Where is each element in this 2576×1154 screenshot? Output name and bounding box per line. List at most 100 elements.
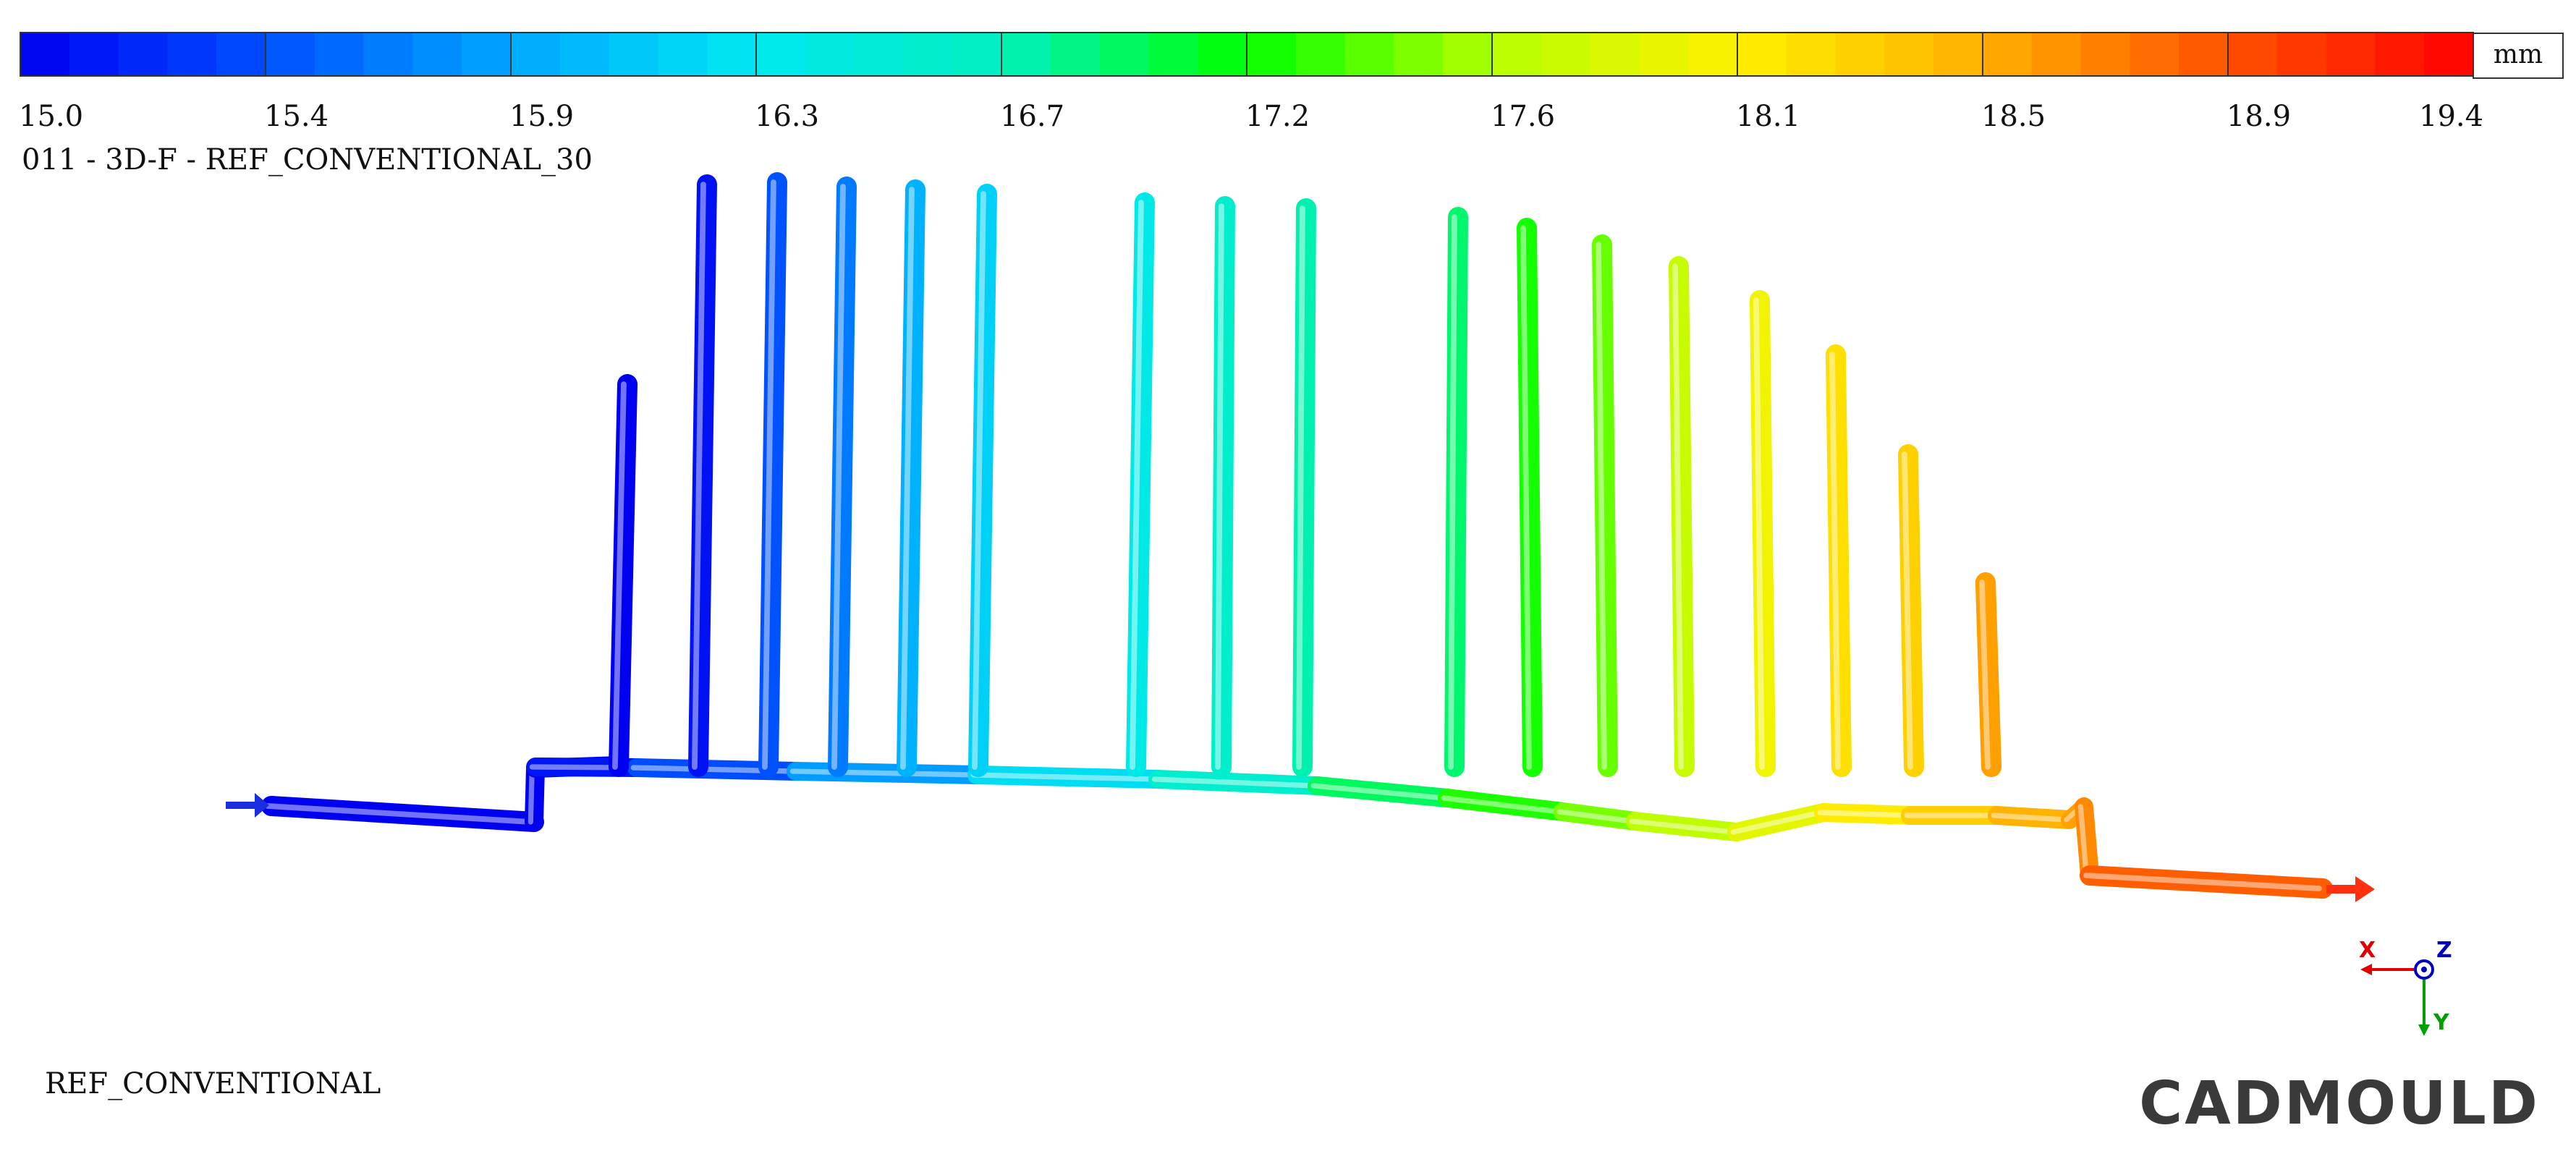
colorbar-segment xyxy=(1443,33,1493,76)
colorbar-segment xyxy=(1099,33,1149,76)
colorbar-segment xyxy=(1983,33,2033,76)
cooling-channel xyxy=(758,172,787,777)
colorbar-segment xyxy=(609,33,658,76)
colorbar-tick-label: 15.4 xyxy=(264,100,329,133)
colorbar-tick-label: 18.5 xyxy=(1981,100,2046,133)
manifold-segment xyxy=(1438,789,1572,821)
colorbar-segment xyxy=(1541,33,1591,76)
colorbar-tick-label: 17.6 xyxy=(1491,100,1556,133)
inlet-pipe xyxy=(261,796,544,832)
cooling-channel-shine xyxy=(762,179,776,770)
colorbar-segment xyxy=(266,33,315,76)
manifold-segment xyxy=(1988,806,2079,829)
cooling-channel-shine xyxy=(1672,263,1684,770)
cooling-channel-network xyxy=(261,172,2333,899)
colorbar-segment xyxy=(412,33,462,76)
colorbar-segment xyxy=(1786,33,1836,76)
cooling-channel xyxy=(1669,256,1695,777)
cooling-channel-shine xyxy=(1979,580,1991,770)
colorbar-segment xyxy=(2031,33,2082,76)
manifold-segment xyxy=(1626,812,1746,841)
colorbar-segment xyxy=(511,33,561,76)
manifold-segment-shine xyxy=(1629,818,1736,835)
colorbar-segment xyxy=(1148,33,1198,76)
colorbar-segment xyxy=(1344,33,1394,76)
colorbar-segment xyxy=(2228,33,2278,76)
colorbar-segment xyxy=(2424,33,2474,76)
cooling-channel xyxy=(1292,198,1316,777)
manifold-segment xyxy=(967,765,1167,789)
colorbar-segment xyxy=(2326,33,2376,76)
colorbar-tick-label: 19.4 xyxy=(2419,100,2484,133)
manifold-segment xyxy=(1308,776,1457,807)
cooling-channel xyxy=(1444,207,1468,777)
axis-z-label: Z xyxy=(2436,938,2452,963)
y-axis-arrowhead xyxy=(2418,1024,2430,1036)
manifold-segment-shine xyxy=(1730,810,1823,835)
cooling-channel-shine xyxy=(1596,242,1607,770)
cooling-channel-shine xyxy=(612,381,627,770)
x-axis-arrowhead xyxy=(2360,964,2372,975)
colorbar-segment xyxy=(903,33,953,76)
cooling-channel-shine xyxy=(972,191,986,770)
unit-label: mm xyxy=(2473,33,2564,79)
cooling-channel xyxy=(968,184,997,777)
colorbar-tick-label: 18.1 xyxy=(1736,100,1801,133)
colorbar-segment xyxy=(462,33,512,76)
manifold-segment xyxy=(787,762,986,784)
manifold-segment-shine xyxy=(789,768,976,778)
colorbar-segment xyxy=(216,33,266,76)
manifold-segment-shine xyxy=(1556,809,1635,824)
colorbar-segment xyxy=(1737,33,1787,76)
cooling-channel xyxy=(828,177,857,777)
colorbar-segment xyxy=(2130,33,2179,76)
colorbar-tick-label: 18.9 xyxy=(2227,100,2292,133)
colorbar-segment xyxy=(2080,33,2130,76)
cooling-channel xyxy=(1898,444,1924,777)
manifold-segment-shine xyxy=(1991,813,2069,823)
cooling-channel-shine xyxy=(1520,225,1532,770)
cooling-channel xyxy=(1975,572,2001,777)
cooling-channel xyxy=(1211,196,1235,777)
colorbar-segment xyxy=(1933,33,1983,76)
result-title: 011 - 3D-F - REF_CONVENTIONAL_30 xyxy=(22,143,593,177)
axis-x-label: X xyxy=(2359,938,2376,963)
cooling-channel-shine xyxy=(1829,352,1841,770)
outlet-pipe xyxy=(2080,865,2333,899)
colorbar-segment xyxy=(1590,33,1640,76)
colorbar-segment xyxy=(1688,33,1738,76)
cadmould-logo: CADMOULD xyxy=(2139,1069,2540,1138)
outlet-arrow xyxy=(2326,876,2375,902)
inlet-pipe-shine xyxy=(265,803,533,825)
manifold-segment xyxy=(1727,803,1833,841)
cooling-channel xyxy=(897,179,925,777)
colorbar-segment xyxy=(1295,33,1346,76)
cooling-channel-shine xyxy=(692,182,706,770)
outlet-riser xyxy=(2075,797,2099,885)
colorbar-segment xyxy=(1639,33,1689,76)
colorbar-tick-label: 15.0 xyxy=(19,100,84,133)
colorbar-segment xyxy=(559,33,610,76)
colorbar-tick-label: 16.3 xyxy=(755,100,820,133)
colorbar-segment xyxy=(854,33,904,76)
colorbar-segment xyxy=(363,33,413,76)
color-legend-bar xyxy=(20,32,2474,77)
colorbar-segment xyxy=(118,33,168,76)
colorbar-tick-label: 15.9 xyxy=(509,100,575,133)
cooling-channel-shine xyxy=(1130,200,1144,770)
cooling-channel-shine xyxy=(831,184,846,770)
colorbar-segment xyxy=(1247,33,1297,76)
colorbar-segment xyxy=(2375,33,2425,76)
axis-triad xyxy=(2360,959,2434,1036)
colorbar-segment xyxy=(1492,33,1542,76)
cooling-channel xyxy=(1592,234,1618,777)
flow-arrows xyxy=(226,793,2375,902)
colorbar-segment xyxy=(1050,33,1101,76)
colorbar-segment xyxy=(756,33,806,76)
cooling-channel-shine xyxy=(900,187,915,770)
colorbar-segment xyxy=(314,33,365,76)
colorbar-segment xyxy=(2276,33,2327,76)
cooling-channel xyxy=(1126,192,1155,777)
colorbar-segment xyxy=(167,33,217,76)
